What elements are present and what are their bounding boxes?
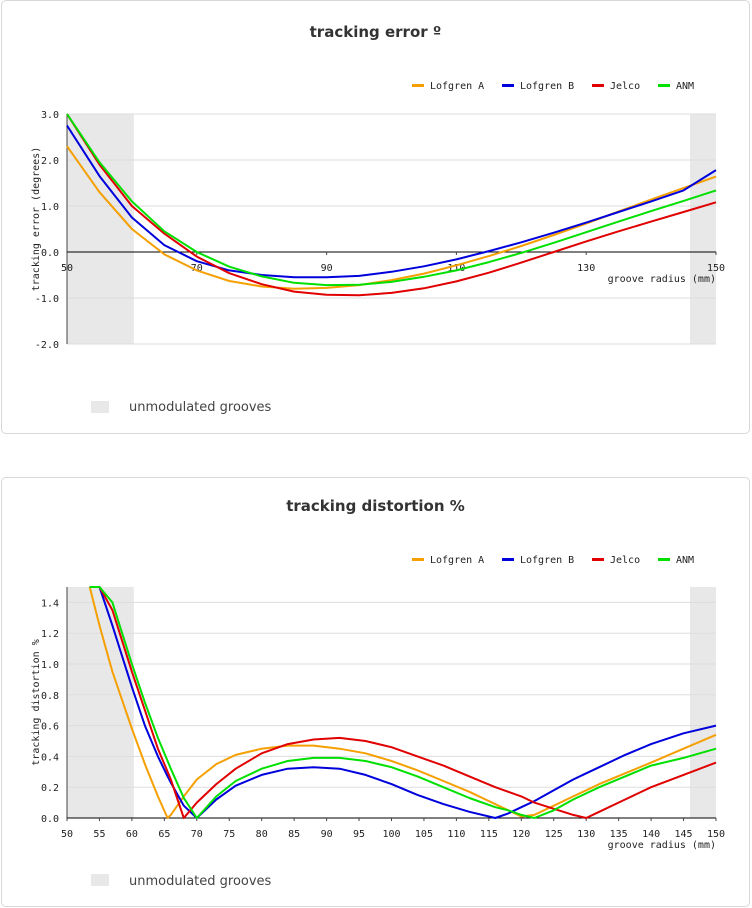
legend-item: ANM (658, 555, 694, 566)
unmodulated-region (67, 114, 134, 344)
x-tick-label: 115 (480, 829, 498, 840)
x-tick-label: 85 (288, 829, 300, 840)
x-tick-label: 90 (321, 829, 333, 840)
y-tick-label: 2.0 (41, 156, 59, 167)
x-tick-label: 60 (126, 829, 138, 840)
y-tick-label: 1.0 (41, 202, 59, 213)
y-tick-label: -2.0 (35, 340, 59, 351)
legend-label: Lofgren A (430, 81, 485, 92)
x-tick-label: 125 (545, 829, 563, 840)
x-tick-label: 140 (642, 829, 660, 840)
legend-item: Lofgren B (502, 81, 574, 92)
series-line (66, 113, 717, 297)
legend-swatch (592, 83, 604, 87)
x-tick-label: 95 (353, 829, 365, 840)
x-tick-label: 100 (382, 829, 400, 840)
legend-item: Lofgren A (412, 81, 484, 92)
y-axis-title: tracking error (degrees) (31, 147, 42, 292)
x-tick-label: 105 (415, 829, 433, 840)
unmodulated-label: unmodulated grooves (129, 874, 272, 889)
legend-label: Jelco (610, 555, 641, 566)
chart-title: tracking distortion % (286, 497, 465, 515)
series-line (66, 113, 717, 287)
legend-item: Lofgren A (412, 555, 484, 566)
y-tick-label: 0.0 (41, 814, 59, 825)
x-tick-label: 75 (223, 829, 235, 840)
y-axis-title: tracking distortion % (31, 639, 42, 765)
x-tick-label: 70 (191, 829, 203, 840)
legend-swatch (658, 83, 670, 87)
x-tick-label: 130 (577, 829, 595, 840)
x-tick-label: 145 (675, 829, 693, 840)
x-axis-title: groove radius (mm) (608, 840, 716, 851)
series-line (89, 586, 717, 819)
tracking-error-chart: -2.0 -1.0 0.0 1.0 2.0 3.0 50 70 90 110 130 150groov… (31, 110, 725, 351)
x-tick-label: 130 (577, 263, 595, 274)
x-tick-label: 110 (447, 263, 465, 274)
x-tick-label: 110 (447, 829, 465, 840)
y-tick-label: -1.0 (35, 294, 59, 305)
unmodulated-swatch (91, 874, 109, 886)
legend-item: Jelco (592, 555, 640, 566)
unmodulated-label: unmodulated grooves (129, 400, 272, 415)
legend-label: Lofgren A (430, 555, 485, 566)
legend-label: Lofgren B (520, 81, 575, 92)
y-tick-label: 0.4 (41, 752, 59, 763)
y-tick-label: 0.8 (41, 691, 59, 702)
x-tick-label: 150 (707, 263, 725, 274)
series-line (88, 586, 717, 819)
x-tick-label: 50 (61, 263, 73, 274)
series-line (66, 124, 717, 279)
y-tick-label: 1.2 (41, 629, 59, 640)
series-line (89, 586, 717, 819)
x-tick-label: 55 (93, 829, 105, 840)
y-tick-label: 0.6 (41, 722, 59, 733)
x-tick-label: 90 (321, 263, 333, 274)
x-tick-label: 70 (191, 263, 203, 274)
y-tick-label: 0.0 (41, 248, 59, 259)
legend-item: Jelco (592, 81, 640, 92)
y-tick-label: 1.4 (41, 598, 59, 609)
legend-swatch (412, 83, 424, 87)
y-tick-label: 0.2 (41, 783, 59, 794)
legend-label: ANM (676, 555, 695, 566)
series-line (89, 586, 717, 819)
x-tick-label: 65 (158, 829, 170, 840)
legend-swatch (592, 557, 604, 561)
legend-label: ANM (676, 81, 695, 92)
x-tick-label: 120 (512, 829, 530, 840)
x-tick-label: 135 (610, 829, 628, 840)
legend-swatch (412, 557, 424, 561)
legend-item: ANM (658, 81, 694, 92)
y-tick-label: 1.0 (41, 660, 59, 671)
x-axis-title: groove radius (mm) (608, 274, 716, 285)
x-tick-label: 80 (256, 829, 268, 840)
x-tick-label: 50 (61, 829, 73, 840)
chart-title: tracking error º (309, 23, 442, 41)
legend-label: Jelco (610, 81, 641, 92)
legend-swatch (502, 83, 514, 87)
unmodulated-swatch (91, 401, 109, 413)
x-tick-label: 150 (707, 829, 725, 840)
legend-swatch (502, 557, 514, 561)
y-tick-label: 3.0 (41, 110, 59, 121)
legend-label: Lofgren B (520, 555, 575, 566)
unmodulated-region (690, 114, 716, 344)
legend-swatch (658, 557, 670, 561)
unmodulated-region (690, 587, 716, 818)
legend-item: Lofgren B (502, 555, 574, 566)
